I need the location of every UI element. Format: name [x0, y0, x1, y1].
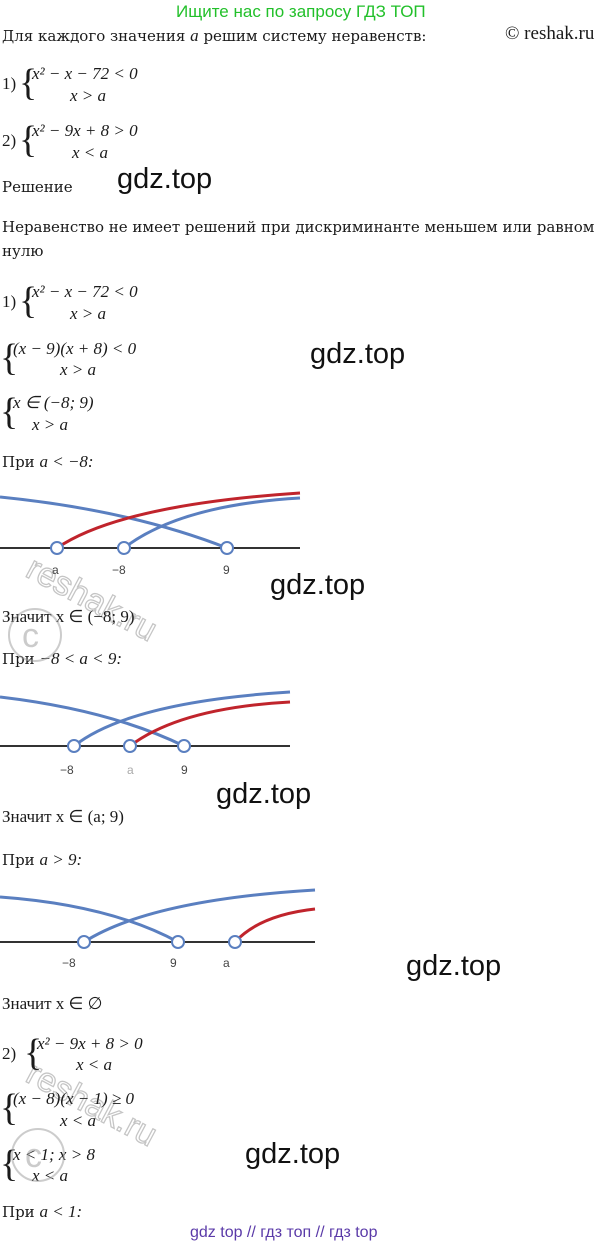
- tick-9: 9: [181, 763, 188, 777]
- reshak-seal-watermark-1: reshak.ru c: [8, 555, 164, 662]
- footer-links[interactable]: gdz top // гдз топ // гдз top: [190, 1224, 378, 1241]
- step-2-line1: (x − 9)(x + 8) < 0: [13, 339, 137, 358]
- system-2-line2: x < a: [72, 143, 109, 162]
- case-3-number-line: −8 9 a: [0, 888, 316, 970]
- tick-minus8: −8: [60, 763, 74, 777]
- system-1-number: 1): [2, 74, 17, 93]
- point-minus8: [117, 541, 131, 555]
- part-2-number: 2): [2, 1044, 17, 1063]
- red-arc: [129, 700, 291, 748]
- part-2-step-2-line2: x < a: [60, 1111, 97, 1130]
- step-3-line2: x > a: [32, 415, 69, 434]
- tick-9: 9: [223, 563, 230, 577]
- case-1-result: Значит x ∈ (−8; 9): [2, 607, 135, 626]
- point-9: [220, 541, 234, 555]
- intro-text: Для каждого значения a решим систему нер…: [2, 26, 427, 45]
- part-2-step-3-brace: {: [0, 1143, 19, 1185]
- note-line2: нулю: [2, 242, 44, 260]
- tick-9: 9: [170, 956, 177, 970]
- case-1-condition: При a < −8:: [2, 452, 94, 471]
- svg-text:c: c: [22, 617, 39, 655]
- system-1-brace: {: [19, 62, 38, 104]
- system-2-line1: x² − 9x + 8 > 0: [32, 121, 138, 140]
- point-a: [228, 935, 242, 949]
- blue-arc-right: [73, 690, 291, 748]
- case-2-number-line: −8 a 9: [0, 690, 291, 777]
- system-2-number: 2): [2, 131, 17, 150]
- point-a: [50, 541, 64, 555]
- blue-arc-right: [123, 496, 301, 550]
- top-banner[interactable]: Ищите нас по запросу ГДЗ ТОП: [176, 2, 426, 21]
- point-a: [123, 739, 137, 753]
- part-2-step-2-brace: {: [0, 1087, 19, 1129]
- blue-arc-left: [0, 695, 185, 748]
- point-minus8: [67, 739, 81, 753]
- red-arc: [233, 907, 316, 944]
- part-2-brace: {: [24, 1032, 43, 1074]
- case-3-condition: При a > 9:: [2, 850, 83, 869]
- watermark-2: gdz.top: [310, 338, 406, 370]
- blue-arc-left: [0, 495, 228, 550]
- svg-text:c: c: [25, 1137, 42, 1175]
- point-minus8: [77, 935, 91, 949]
- blue-arc-right: [83, 888, 316, 944]
- case-1-number-line: a −8 9: [0, 491, 301, 577]
- step-3-line1: x ∈ (−8; 9): [13, 393, 94, 412]
- step-3-brace: {: [0, 391, 19, 433]
- watermark-6: gdz.top: [245, 1138, 341, 1170]
- tick-minus8: −8: [62, 956, 76, 970]
- case-3-result: Значит x ∈ ∅: [2, 994, 103, 1013]
- part-2-line1: x² − 9x + 8 > 0: [37, 1034, 143, 1053]
- system-1-line1: x² − x − 72 < 0: [32, 64, 138, 83]
- step-2-line2: x > a: [60, 360, 97, 379]
- case-4-condition: При a < 1:: [2, 1202, 83, 1221]
- point-9: [171, 935, 185, 949]
- step-1-number: 1): [2, 292, 17, 311]
- part-2-step-2-line1: (x − 8)(x − 1) ≥ 0: [13, 1089, 135, 1108]
- tick-a: a: [223, 956, 230, 970]
- part-2-line2: x < a: [76, 1055, 113, 1074]
- copyright: © reshak.ru: [505, 23, 595, 44]
- red-arc: [56, 491, 301, 550]
- step-1-line2: x > a: [70, 304, 107, 323]
- svg-text:reshak.ru: reshak.ru: [20, 555, 163, 649]
- blue-arc-left: [0, 895, 179, 944]
- watermark-3: gdz.top: [270, 569, 366, 601]
- case-2-result: Значит x ∈ (a; 9): [2, 807, 124, 826]
- reshak-seal-watermark-2: reshak.ru c: [11, 1060, 164, 1182]
- tick-a: a: [52, 563, 59, 577]
- note-line1: Неравенство не имеет решений при дискрим…: [2, 218, 595, 236]
- point-9: [177, 739, 191, 753]
- watermark-4: gdz.top: [216, 778, 312, 810]
- tick-a: a: [127, 763, 134, 777]
- part-2-step-3-line1: x < 1; x > 8: [13, 1145, 95, 1164]
- step-1-brace: {: [19, 280, 38, 322]
- watermark-5: gdz.top: [406, 950, 502, 982]
- step-2-brace: {: [0, 337, 19, 379]
- system-2-brace: {: [19, 119, 38, 161]
- case-2-condition: При −8 < a < 9:: [2, 649, 123, 668]
- watermark-1: gdz.top: [117, 163, 213, 195]
- system-1-line2: x > a: [70, 86, 107, 105]
- tick-minus8: −8: [112, 563, 126, 577]
- solution-label: Решение: [2, 178, 73, 196]
- step-1-line1: x² − x − 72 < 0: [32, 282, 138, 301]
